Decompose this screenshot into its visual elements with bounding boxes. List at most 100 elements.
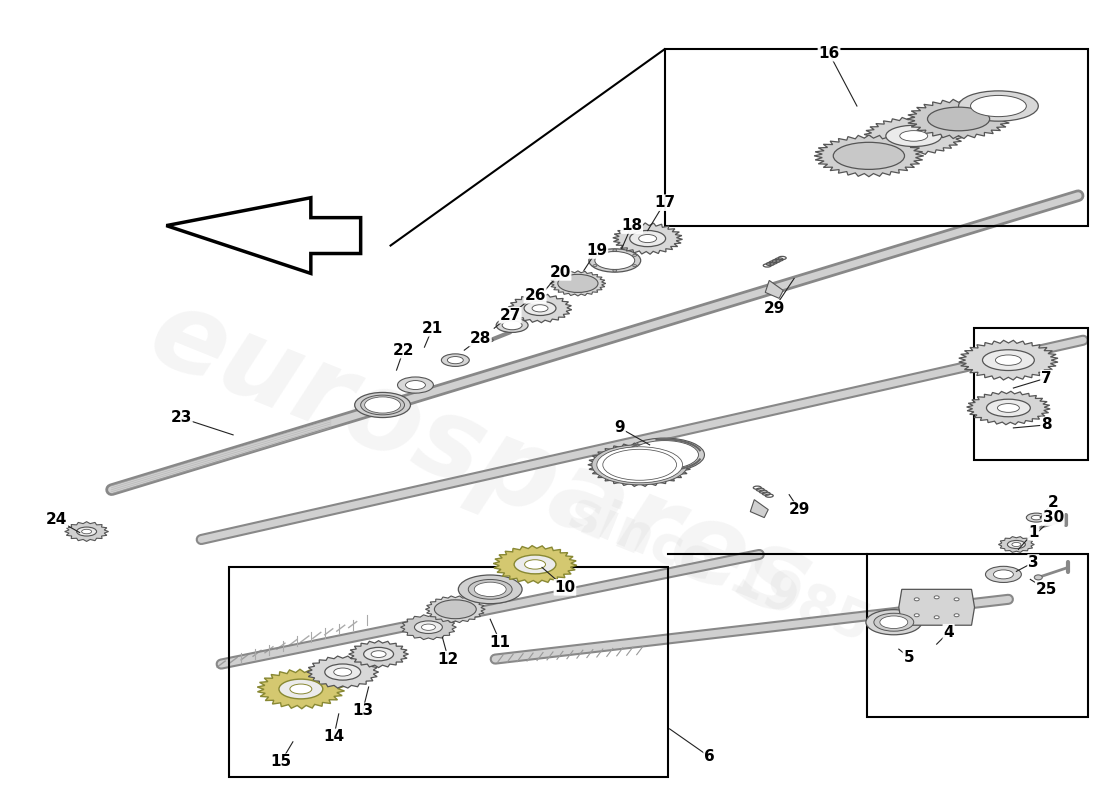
Ellipse shape <box>354 393 410 418</box>
Polygon shape <box>613 223 682 254</box>
Ellipse shape <box>487 338 493 342</box>
Text: 11: 11 <box>490 634 510 650</box>
Ellipse shape <box>986 566 1022 582</box>
Polygon shape <box>550 271 606 296</box>
Ellipse shape <box>333 668 352 676</box>
Ellipse shape <box>496 318 528 333</box>
Ellipse shape <box>625 438 704 471</box>
Text: 2: 2 <box>1048 495 1058 510</box>
Text: 13: 13 <box>352 703 373 718</box>
Ellipse shape <box>77 527 97 536</box>
Ellipse shape <box>290 684 311 694</box>
Text: since 1985: since 1985 <box>562 486 877 654</box>
Ellipse shape <box>592 445 688 485</box>
Ellipse shape <box>982 350 1034 370</box>
Ellipse shape <box>441 354 470 366</box>
Ellipse shape <box>998 403 1020 412</box>
Text: 5: 5 <box>903 650 914 665</box>
Ellipse shape <box>367 398 397 412</box>
Text: 22: 22 <box>393 342 415 358</box>
Ellipse shape <box>421 624 436 630</box>
Polygon shape <box>814 135 924 177</box>
Ellipse shape <box>406 381 426 390</box>
Ellipse shape <box>878 615 910 630</box>
Text: 20: 20 <box>549 265 571 280</box>
Text: 25: 25 <box>1035 582 1057 597</box>
Polygon shape <box>508 294 572 322</box>
Ellipse shape <box>629 230 666 246</box>
Ellipse shape <box>434 600 476 618</box>
Ellipse shape <box>1008 541 1025 549</box>
Ellipse shape <box>613 249 617 251</box>
Ellipse shape <box>618 455 661 474</box>
Ellipse shape <box>987 399 1031 417</box>
Ellipse shape <box>503 321 522 330</box>
Text: eurospares: eurospares <box>134 278 826 641</box>
Text: 29: 29 <box>763 301 785 316</box>
Ellipse shape <box>1026 513 1046 522</box>
Ellipse shape <box>324 664 361 680</box>
Ellipse shape <box>873 614 914 631</box>
Ellipse shape <box>914 598 920 601</box>
Text: 23: 23 <box>170 410 192 426</box>
Polygon shape <box>400 615 456 639</box>
Polygon shape <box>750 500 768 518</box>
Ellipse shape <box>603 450 676 480</box>
Text: 15: 15 <box>271 754 292 770</box>
Ellipse shape <box>525 560 546 569</box>
Ellipse shape <box>371 650 386 658</box>
Ellipse shape <box>532 305 548 312</box>
Polygon shape <box>307 656 378 688</box>
Polygon shape <box>967 391 1050 425</box>
Ellipse shape <box>597 447 682 482</box>
Ellipse shape <box>597 446 682 482</box>
Polygon shape <box>426 596 485 622</box>
Text: 8: 8 <box>1041 418 1052 433</box>
Ellipse shape <box>886 126 942 146</box>
Text: 21: 21 <box>421 321 443 336</box>
Polygon shape <box>906 99 1011 138</box>
Ellipse shape <box>866 610 922 634</box>
Text: 26: 26 <box>525 288 546 303</box>
Ellipse shape <box>880 616 907 629</box>
Ellipse shape <box>279 679 322 699</box>
Ellipse shape <box>914 614 920 617</box>
Text: 4: 4 <box>944 625 954 640</box>
Ellipse shape <box>1034 575 1043 580</box>
Polygon shape <box>865 117 964 155</box>
Text: 19: 19 <box>586 243 607 258</box>
Polygon shape <box>65 522 109 542</box>
Ellipse shape <box>834 142 904 170</box>
Polygon shape <box>959 340 1058 380</box>
Polygon shape <box>899 590 975 626</box>
Text: 18: 18 <box>621 218 642 233</box>
Text: 30: 30 <box>1043 510 1064 525</box>
Polygon shape <box>349 641 408 667</box>
Ellipse shape <box>954 598 959 601</box>
Text: 14: 14 <box>323 730 344 744</box>
Ellipse shape <box>632 254 637 256</box>
Ellipse shape <box>471 580 510 598</box>
Ellipse shape <box>1032 515 1042 520</box>
Polygon shape <box>587 443 692 486</box>
Text: 17: 17 <box>654 195 675 210</box>
Ellipse shape <box>593 265 597 266</box>
Text: 29: 29 <box>789 502 810 517</box>
Ellipse shape <box>588 249 640 272</box>
Text: 7: 7 <box>1041 370 1052 386</box>
Ellipse shape <box>595 251 635 270</box>
Text: 16: 16 <box>818 46 839 61</box>
Polygon shape <box>166 198 361 274</box>
Ellipse shape <box>993 570 1013 579</box>
Ellipse shape <box>934 596 939 599</box>
Ellipse shape <box>514 555 556 574</box>
Ellipse shape <box>361 395 405 415</box>
Text: 28: 28 <box>470 330 491 346</box>
Ellipse shape <box>605 450 674 479</box>
Ellipse shape <box>593 254 597 256</box>
Ellipse shape <box>632 265 637 266</box>
Ellipse shape <box>1030 527 1037 532</box>
Ellipse shape <box>81 530 91 534</box>
Text: 12: 12 <box>438 651 459 666</box>
Text: 3: 3 <box>1028 555 1038 570</box>
